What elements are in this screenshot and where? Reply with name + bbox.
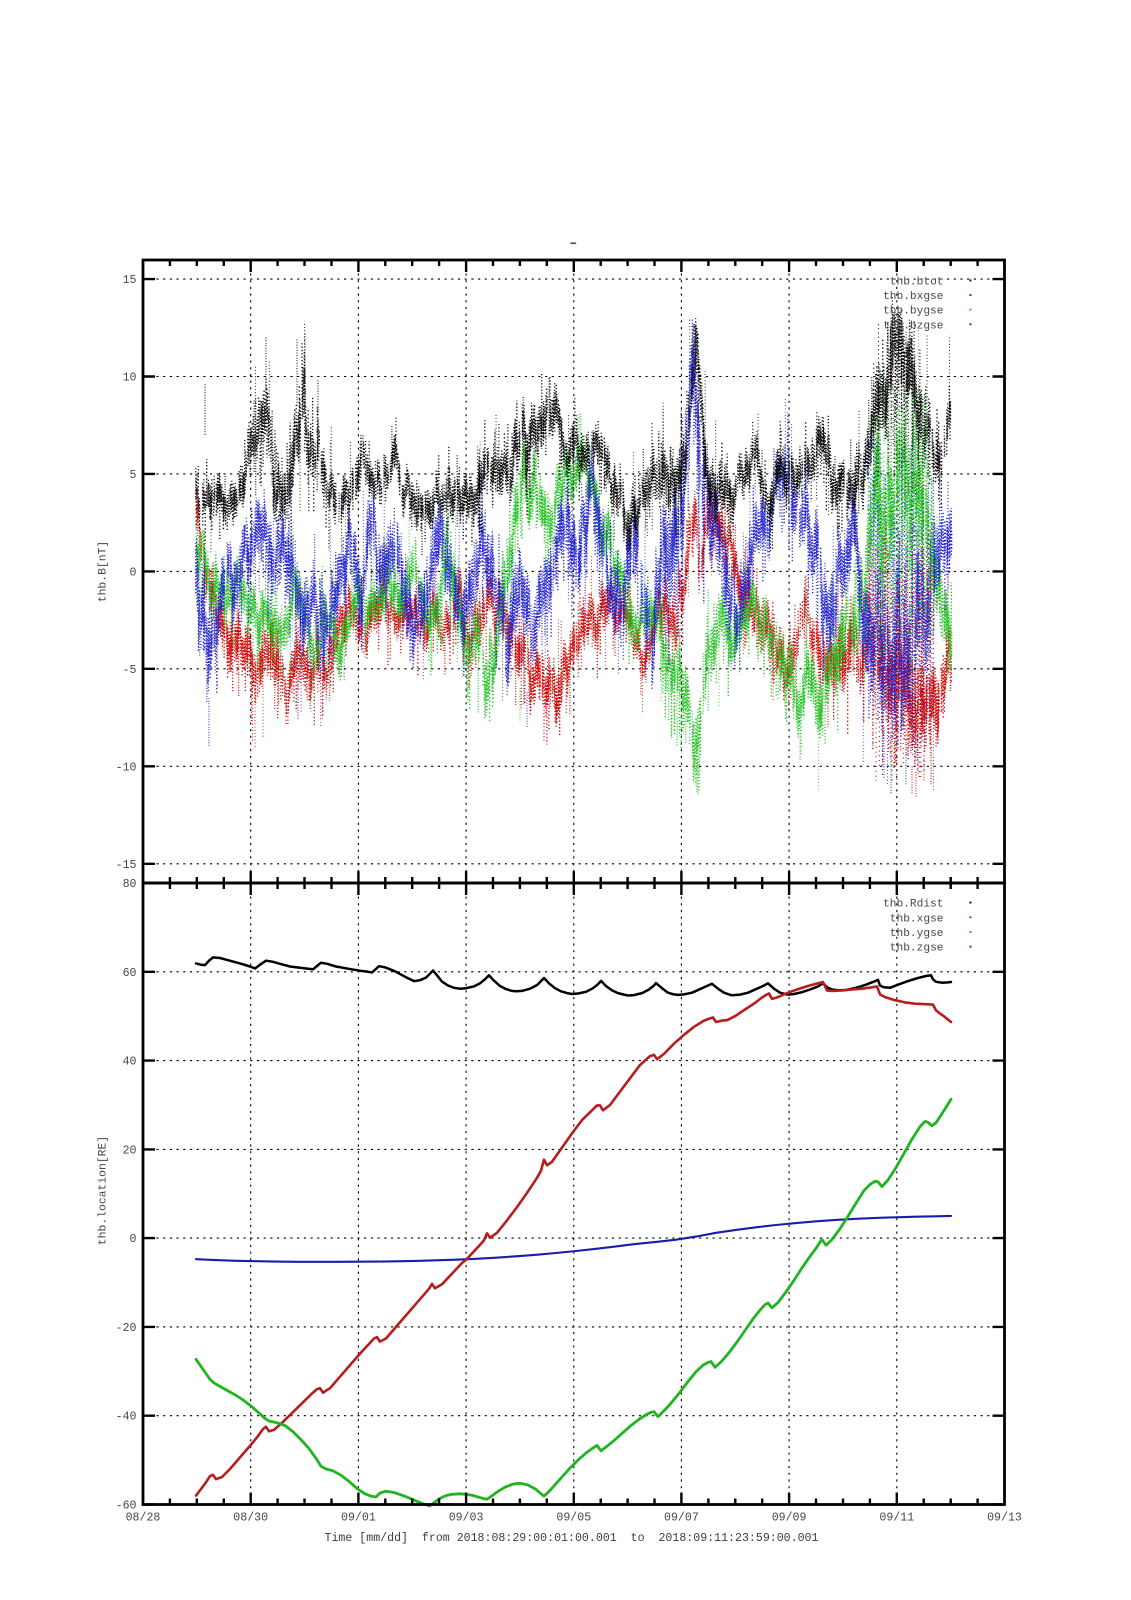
svg-text:thb.bxgse: thb.bxgse xyxy=(883,291,943,303)
svg-text:-40: -40 xyxy=(116,1411,137,1424)
svg-text:thb.bygse: thb.bygse xyxy=(883,306,943,318)
svg-text:thb.bzgse: thb.bzgse xyxy=(883,320,943,332)
svg-text:10: 10 xyxy=(123,372,137,385)
svg-text:15: 15 xyxy=(123,274,137,287)
svg-text:08/28: 08/28 xyxy=(126,1512,161,1525)
svg-text:thb.Rdist: thb.Rdist xyxy=(883,899,943,911)
svg-text:thb.xgse: thb.xgse xyxy=(890,913,944,925)
svg-text:0: 0 xyxy=(130,1233,137,1246)
svg-text:thb.zgse: thb.zgse xyxy=(890,943,944,955)
svg-text:20: 20 xyxy=(123,1144,137,1157)
svg-text:Time [mm/dd] from 2018:08:29:: Time [mm/dd] from 2018:08:29:00:01:00.00… xyxy=(325,1532,819,1545)
svg-text:09/07: 09/07 xyxy=(664,1512,699,1525)
svg-text:-10: -10 xyxy=(116,761,137,774)
svg-text:08/30: 08/30 xyxy=(233,1512,268,1525)
svg-text:80: 80 xyxy=(123,878,137,891)
svg-text:09/09: 09/09 xyxy=(772,1512,807,1525)
svg-text:40: 40 xyxy=(123,1056,137,1069)
svg-text:-60: -60 xyxy=(116,1500,137,1513)
svg-text:60: 60 xyxy=(123,967,137,980)
svg-text:thb.location[RE]: thb.location[RE] xyxy=(98,1136,110,1245)
svg-text:09/01: 09/01 xyxy=(341,1512,376,1525)
svg-text:0: 0 xyxy=(130,566,137,579)
svg-text:thb.btot: thb.btot xyxy=(890,277,944,289)
svg-text:thb.B[nT]: thb.B[nT] xyxy=(98,541,110,603)
svg-text:-15: -15 xyxy=(116,859,137,872)
svg-text:09/03: 09/03 xyxy=(449,1512,484,1525)
svg-text:-20: -20 xyxy=(116,1322,137,1335)
svg-text:09/13: 09/13 xyxy=(987,1512,1022,1525)
svg-text:09/05: 09/05 xyxy=(556,1512,591,1525)
svg-text:5: 5 xyxy=(130,469,137,482)
svg-text:-5: -5 xyxy=(123,664,137,677)
svg-text:thb.ygse: thb.ygse xyxy=(890,928,944,940)
svg-text:09/11: 09/11 xyxy=(879,1512,914,1525)
